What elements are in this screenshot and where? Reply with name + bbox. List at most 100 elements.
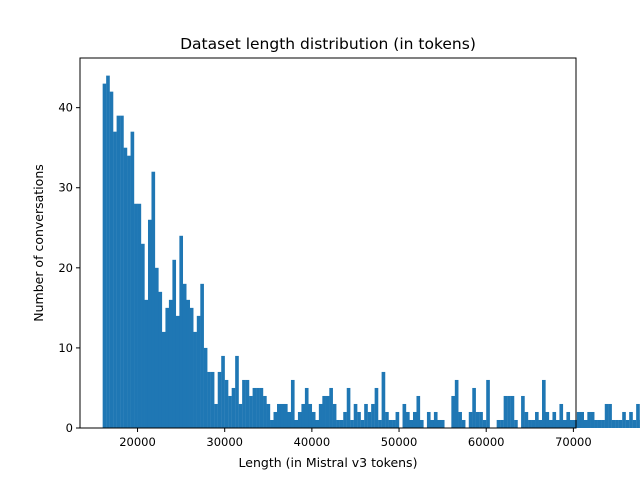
- histogram-bar: [301, 404, 305, 428]
- histogram-bar: [319, 404, 323, 428]
- histogram-bar: [385, 412, 389, 428]
- histogram-bar: [633, 420, 637, 428]
- histogram-bar: [287, 412, 291, 428]
- histogram-bar: [270, 420, 274, 428]
- histogram-bar: [274, 412, 278, 428]
- x-axis-label: Length (in Mistral v3 tokens): [239, 455, 418, 470]
- histogram-bar: [162, 332, 166, 428]
- histogram-bar: [308, 404, 312, 428]
- x-tick-label: 60000: [468, 435, 505, 449]
- histogram-bar: [221, 356, 225, 428]
- histogram-bar: [479, 412, 483, 428]
- histogram-bar: [186, 300, 190, 428]
- histogram-bar: [315, 420, 319, 428]
- histogram-bar: [120, 116, 124, 428]
- histogram-bar: [267, 404, 271, 428]
- y-axis-label: Number of conversations: [31, 164, 46, 322]
- histogram-bar: [284, 404, 288, 428]
- histogram-bar: [615, 420, 619, 428]
- histogram-bar: [134, 204, 138, 428]
- histogram-bar: [305, 388, 309, 428]
- histogram-bar: [277, 404, 281, 428]
- histogram-bar: [497, 420, 501, 428]
- histogram-bar: [298, 412, 302, 428]
- histogram-bar: [483, 420, 487, 428]
- histogram-bar: [584, 420, 588, 428]
- x-tick-label: 70000: [555, 435, 592, 449]
- histogram-bar: [406, 412, 410, 428]
- histogram-bar: [336, 420, 340, 428]
- x-tick-label: 50000: [381, 435, 418, 449]
- histogram-bar: [347, 388, 351, 428]
- histogram-bar: [242, 380, 246, 428]
- histogram-bar: [131, 132, 135, 428]
- histogram-bar: [626, 420, 630, 428]
- histogram-bar: [532, 420, 536, 428]
- histogram-bar: [165, 308, 169, 428]
- histogram-bar: [378, 420, 382, 428]
- histogram-bar: [145, 300, 149, 428]
- histogram-bar: [570, 420, 574, 428]
- x-tick-label: 20000: [119, 435, 156, 449]
- histogram-bar: [312, 412, 316, 428]
- histogram-bar: [322, 396, 326, 428]
- histogram-bar: [437, 420, 441, 428]
- histogram-bar: [434, 412, 438, 428]
- histogram-bar: [535, 412, 539, 428]
- histogram-bar: [410, 420, 414, 428]
- histogram-bar: [113, 132, 117, 428]
- histogram-bar: [179, 236, 183, 428]
- histogram-bar: [361, 420, 365, 428]
- chart-title: Dataset length distribution (in tokens): [180, 35, 476, 53]
- histogram-bar: [455, 380, 459, 428]
- histogram-bar: [326, 396, 330, 428]
- y-tick-label: 0: [66, 421, 73, 435]
- histogram-bar: [197, 316, 201, 428]
- histogram-bar: [354, 404, 358, 428]
- histogram-bar: [155, 268, 159, 428]
- histogram-bar: [239, 404, 243, 428]
- histogram-bar: [253, 388, 257, 428]
- histogram-bar: [350, 420, 354, 428]
- histogram-bar: [228, 396, 232, 428]
- histogram-bar: [612, 420, 616, 428]
- histogram-bar: [117, 116, 121, 428]
- histogram-bar: [591, 412, 595, 428]
- histogram-bar: [280, 404, 284, 428]
- histogram-bar: [333, 404, 337, 428]
- y-tick-label: 40: [58, 101, 73, 115]
- histogram-bar: [462, 420, 466, 428]
- histogram-bar: [263, 396, 267, 428]
- histogram-bar: [469, 412, 473, 428]
- histogram-bar: [619, 420, 623, 428]
- histogram-bar: [375, 388, 379, 428]
- histogram-bar: [138, 204, 142, 428]
- histogram-bar: [110, 92, 114, 428]
- histogram-bar: [587, 412, 591, 428]
- histogram-bar: [427, 412, 431, 428]
- histogram-bar: [382, 372, 386, 428]
- histogram-bar: [193, 332, 197, 428]
- histogram-bar: [371, 404, 375, 428]
- histogram-bar: [416, 396, 420, 428]
- histogram-bar: [124, 148, 128, 428]
- histogram-bar: [260, 388, 264, 428]
- histogram-bar: [542, 380, 546, 428]
- histogram-bar: [211, 372, 215, 428]
- y-tick-label: 10: [58, 341, 73, 355]
- histogram-bar: [256, 388, 260, 428]
- histogram-bar: [357, 412, 361, 428]
- histogram-bar: [151, 172, 155, 428]
- histogram-bar: [514, 420, 518, 428]
- histogram-bar: [486, 380, 490, 428]
- histogram-bar: [158, 292, 162, 428]
- histogram-bar: [396, 412, 400, 428]
- histogram-bar: [127, 156, 131, 428]
- histogram-bar: [392, 420, 396, 428]
- histogram-bar: [329, 388, 333, 428]
- histogram-bar: [364, 404, 368, 428]
- histogram-bar: [559, 404, 563, 428]
- x-tick-label: 30000: [206, 435, 243, 449]
